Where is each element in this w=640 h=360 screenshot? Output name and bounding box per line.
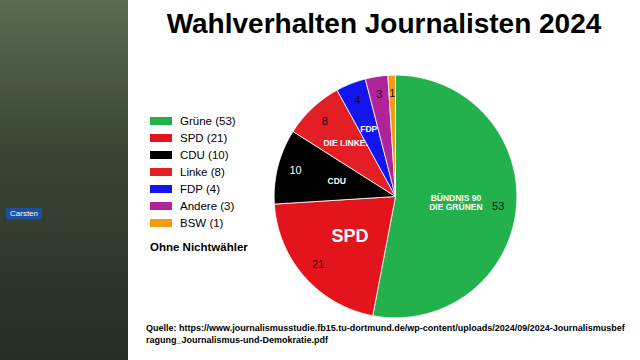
svg-text:BÜNDNIS 90DIE GRÜNEN: BÜNDNIS 90DIE GRÜNEN <box>429 193 482 212</box>
html-text:Ohne Nichtwähler: Ohne Nichtwähler <box>150 241 248 253</box>
svg-text:21: 21 <box>312 258 324 270</box>
svg-text:DIE LINKE.: DIE LINKE. <box>323 138 367 148</box>
svg-text:FDP: FDP <box>360 124 377 134</box>
html-text:CDU (10): CDU (10) <box>180 148 229 161</box>
svg-text:53: 53 <box>492 200 504 212</box>
svg-text:4: 4 <box>354 94 360 106</box>
svg-text:8: 8 <box>322 115 328 127</box>
svg-text:SPD: SPD <box>331 226 368 246</box>
html-text:Grüne (53): Grüne (53) <box>180 114 236 127</box>
html-text:BSW (1): BSW (1) <box>180 216 224 229</box>
svg-text:1: 1 <box>389 87 395 99</box>
svg-text:CDU: CDU <box>328 176 346 186</box>
html-text:FDP (4): FDP (4) <box>180 182 220 195</box>
html-text:SPD (21): SPD (21) <box>180 131 228 144</box>
svg-text:10: 10 <box>289 164 301 176</box>
html-text:Andere (3): Andere (3) <box>180 199 235 212</box>
html-text:Linke (8): Linke (8) <box>180 165 225 178</box>
html-text:Quelle: https://www.journalism: Quelle: https://www.journalismusstudie.f… <box>146 323 625 345</box>
html-text:Wahlverhalten Journalisten 202: Wahlverhalten Journalisten 2024 <box>166 8 602 39</box>
html-text:Carsten: Carsten <box>10 209 38 218</box>
svg-text:3: 3 <box>376 88 382 100</box>
